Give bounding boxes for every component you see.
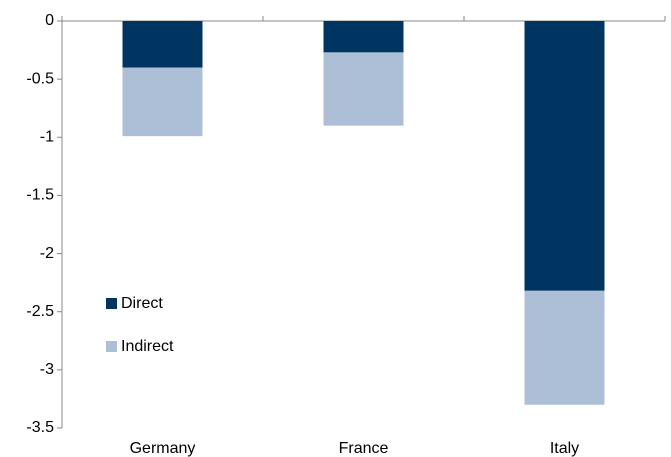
legend-swatch: [106, 341, 117, 352]
y-tick-label: -2.5: [26, 303, 54, 320]
y-tick-label: -0.5: [26, 70, 54, 87]
legend-label: Indirect: [121, 338, 174, 355]
bar-segment: [524, 21, 605, 291]
y-tick-label: -2: [40, 245, 54, 262]
y-tick-label: -3: [40, 361, 54, 378]
legend-label: Direct: [121, 295, 163, 312]
bar-segment: [524, 290, 605, 405]
y-tick-label: -3.5: [26, 419, 54, 436]
y-tick-label: -1.5: [26, 187, 54, 204]
x-tick-label: Italy: [550, 440, 579, 457]
bar-segment: [323, 21, 404, 53]
y-tick-label: -1: [40, 129, 54, 146]
x-tick-label: Germany: [130, 440, 196, 457]
bar-segment: [122, 21, 203, 68]
bar-segment: [323, 52, 404, 126]
bar-segment: [122, 67, 203, 137]
y-tick-label: 0: [45, 12, 54, 29]
x-tick-label: France: [339, 440, 389, 457]
legend-swatch: [106, 298, 117, 309]
